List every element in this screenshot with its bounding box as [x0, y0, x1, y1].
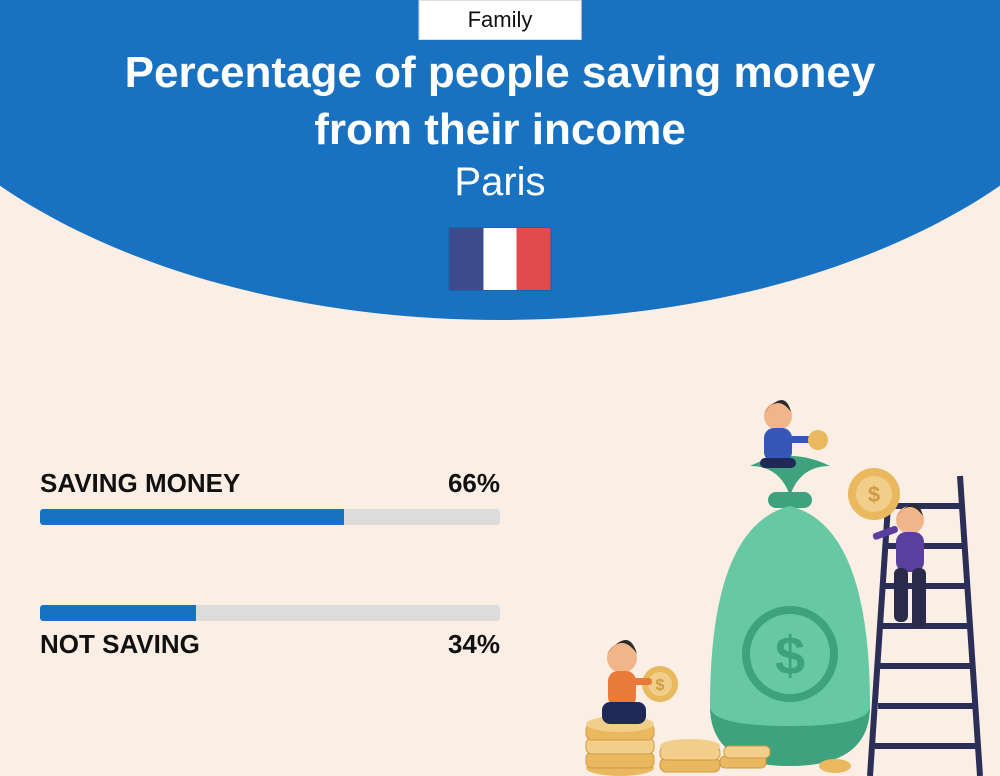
flag-france-icon [449, 227, 552, 291]
svg-text:$: $ [775, 626, 805, 686]
flag-stripe-blue [450, 228, 484, 290]
main-title: Percentage of people saving money from t… [0, 44, 1000, 158]
bar-row-saving: SAVING MONEY 66% [40, 468, 500, 525]
bar-label-line: SAVING MONEY 66% [40, 468, 500, 499]
savings-illustration: $ $ $ [560, 396, 990, 776]
flag-stripe-red [517, 228, 551, 290]
title-line-1: Percentage of people saving money [0, 44, 1000, 101]
bar-label-line: NOT SAVING 34% [40, 629, 500, 660]
bar-chart: SAVING MONEY 66% NOT SAVING 34% [40, 468, 500, 740]
bar-label: SAVING MONEY [40, 468, 240, 499]
bar-percent: 66% [448, 468, 500, 499]
category-badge: Family [419, 0, 582, 40]
person-sitting-icon: $ [602, 640, 678, 724]
subtitle: Paris [0, 160, 1000, 205]
bar-track [40, 509, 500, 525]
money-bag-icon: $ [710, 456, 870, 766]
bar-percent: 34% [448, 629, 500, 660]
bar-row-not-saving: NOT SAVING 34% [40, 605, 500, 660]
title-line-2: from their income [0, 101, 1000, 158]
flag-stripe-white [483, 228, 517, 290]
ladder-icon [870, 476, 980, 776]
bar-fill [40, 605, 196, 621]
svg-text:$: $ [868, 482, 880, 507]
bar-fill [40, 509, 344, 525]
bar-label: NOT SAVING [40, 629, 200, 660]
bar-track [40, 605, 500, 621]
coin-stack-icon [586, 716, 720, 776]
category-badge-text: Family [468, 7, 533, 32]
svg-text:$: $ [656, 677, 665, 694]
